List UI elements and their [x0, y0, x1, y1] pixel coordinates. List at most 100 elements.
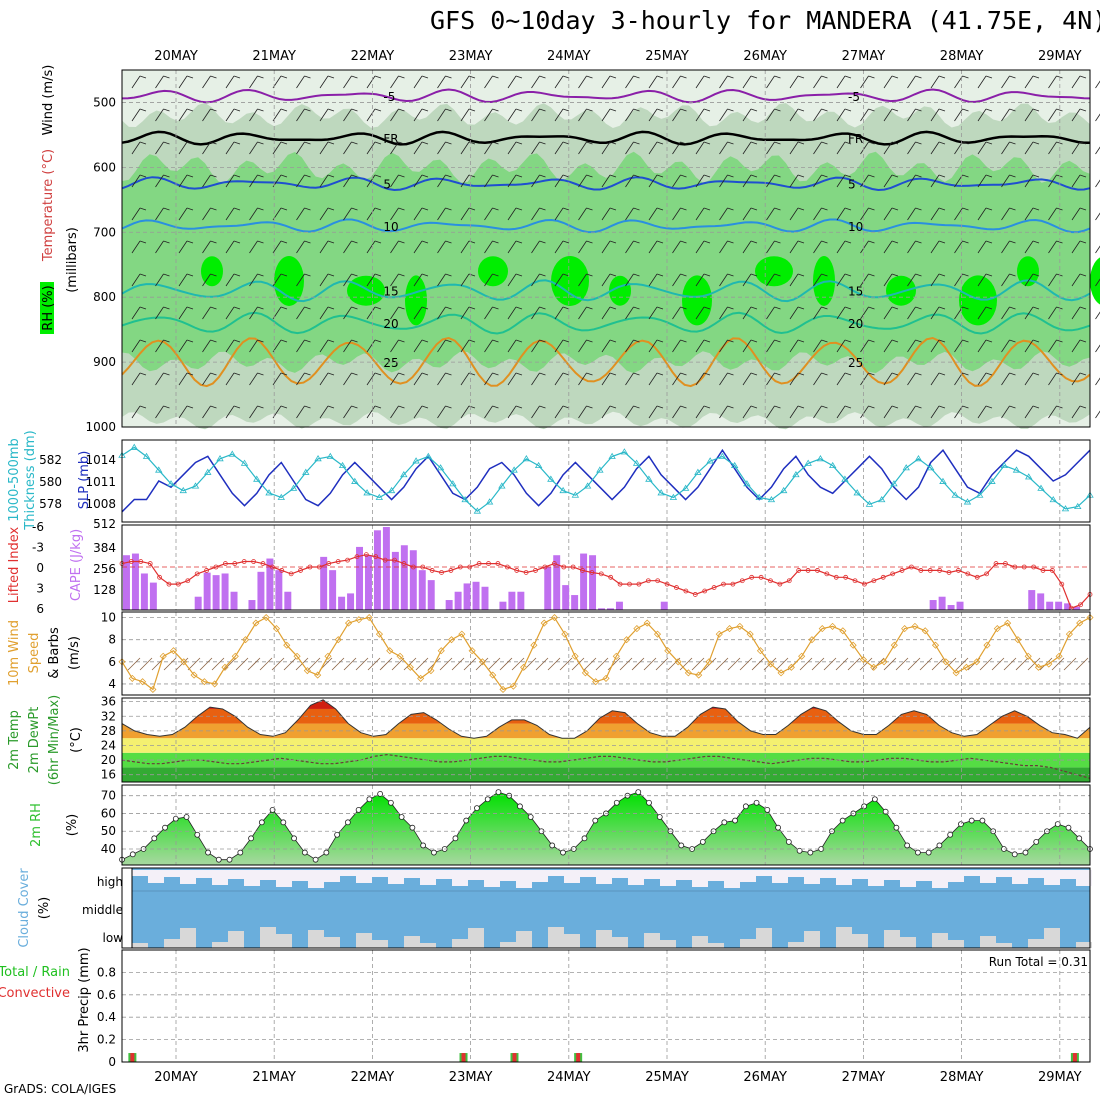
low-cloud-bar — [900, 937, 916, 948]
rh2m-area — [122, 792, 1090, 865]
wind-barb-flag — [1056, 207, 1063, 211]
wind-barb-flag — [280, 273, 288, 277]
wind-barb — [202, 75, 211, 89]
low-cloud-bar — [1028, 939, 1044, 948]
wind-barb-flag — [351, 141, 358, 145]
slp-tick: 1014 — [85, 453, 116, 467]
wind-barb — [413, 273, 423, 287]
li-point — [730, 581, 736, 587]
wind-barb — [883, 405, 893, 419]
wind-barb — [460, 273, 470, 287]
wind-barb-flag — [280, 405, 288, 409]
rh-field-core — [755, 256, 793, 287]
wind-speed-point — [406, 663, 414, 671]
wind-barb — [1071, 240, 1081, 254]
high-cloud-bar — [788, 870, 804, 877]
high-cloud-bar — [180, 870, 196, 884]
isotherm-label: 15 — [383, 285, 398, 299]
thickness-point — [730, 461, 739, 469]
wind-barb-flag — [304, 306, 311, 310]
wind-barb — [437, 240, 446, 254]
temp-tick: 24 — [101, 738, 116, 752]
wind-barb-flag — [633, 174, 640, 178]
thickness-point — [951, 491, 959, 498]
thickness-point — [363, 489, 371, 496]
rh2m-point — [613, 799, 620, 806]
high-cloud-bar — [1012, 870, 1028, 884]
rh-field-core — [609, 275, 631, 306]
wind-barb-flag — [586, 339, 593, 343]
wind-barb — [296, 174, 305, 188]
wind-barb — [296, 75, 305, 89]
li-point — [1050, 568, 1055, 573]
wind-barb — [578, 207, 587, 221]
cape-bar — [212, 575, 220, 610]
low-cloud-bar — [644, 933, 660, 948]
wind-barb-flag — [492, 174, 499, 178]
wind-barb — [860, 372, 869, 386]
rh2m-point — [355, 806, 362, 813]
date-label-top: 24MAY — [547, 49, 591, 64]
wind-barb-flag — [821, 141, 828, 145]
wind-barb — [648, 240, 658, 254]
wind-barb-flag — [915, 372, 922, 376]
wind-speed-point — [798, 652, 806, 660]
wind-barb-flag — [186, 339, 194, 343]
thickness-line — [121, 446, 1091, 512]
thickness-point — [1025, 473, 1033, 480]
wind-barb-flag — [915, 306, 922, 310]
surface-wind-barb — [883, 657, 897, 671]
wind-barb — [766, 306, 775, 320]
wind-speed-point — [314, 671, 322, 679]
wind-barb — [836, 75, 846, 89]
high-cloud-bar — [596, 870, 612, 884]
wind-barb — [390, 339, 399, 353]
wind-barb-flag — [656, 405, 664, 409]
cape-bar — [454, 591, 462, 610]
wind-barb — [343, 207, 352, 221]
wind-barb — [860, 108, 869, 122]
wind-barb-flag — [962, 405, 969, 409]
wind-barb — [390, 372, 399, 386]
thickness-point — [988, 477, 996, 484]
wind-barb — [742, 207, 752, 221]
wind-barb — [695, 141, 705, 155]
wind-barb-flag — [1009, 174, 1016, 178]
wind-barb-flag — [398, 108, 405, 112]
thickness-tick: 582 — [39, 453, 62, 467]
li-point — [467, 564, 473, 570]
thickness-point — [351, 477, 359, 484]
wind-barb — [249, 273, 258, 287]
wind-barb-flag — [421, 273, 429, 277]
wind-barb — [366, 240, 376, 254]
li-point — [363, 552, 369, 558]
cape-bar — [571, 595, 579, 610]
thickness-point — [1074, 502, 1082, 510]
wind-barb — [249, 174, 258, 188]
high-cloud-bar — [340, 870, 356, 876]
li-point — [476, 561, 482, 566]
thickness-point — [547, 475, 555, 482]
wind-speed-point — [653, 630, 662, 638]
wind10m-label: 10m Wind — [7, 620, 22, 686]
wind-barb-flag — [633, 207, 640, 211]
wind-barb — [719, 306, 728, 320]
slp-tick: 1011 — [85, 475, 116, 489]
cloud-level-label: low — [103, 931, 124, 945]
wind-barb — [719, 141, 728, 155]
wind-barb — [319, 339, 329, 353]
wind-speed-point — [1086, 613, 1094, 622]
low-cloud-bar — [324, 937, 340, 948]
rh2m-point — [452, 835, 459, 842]
rh2m-point — [947, 831, 954, 838]
wind-barb-flag — [351, 372, 358, 376]
rh2m-point — [656, 814, 663, 820]
wind-barb — [131, 240, 141, 254]
li-point — [448, 568, 454, 573]
wind-barb — [460, 141, 470, 155]
wind-barb-flag — [562, 174, 570, 178]
wind-barb — [954, 339, 963, 353]
wind-barb — [484, 339, 493, 353]
li-point — [721, 581, 726, 587]
wind-barb-flag — [445, 75, 452, 79]
